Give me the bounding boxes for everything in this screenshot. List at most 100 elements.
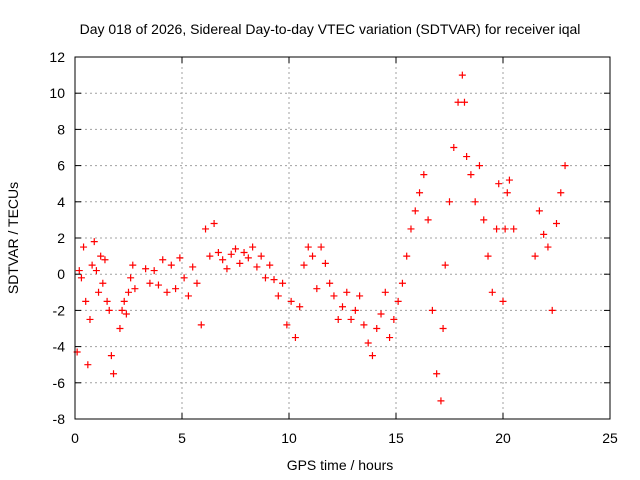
data-point (120, 297, 128, 305)
data-points (73, 71, 569, 405)
data-point (360, 321, 368, 329)
data-point (223, 265, 231, 273)
data-point (227, 250, 235, 258)
data-point (540, 230, 548, 238)
data-point (84, 361, 92, 369)
data-point (202, 225, 210, 233)
data-point (193, 279, 201, 287)
x-tick-label: 15 (388, 430, 404, 446)
y-axis-label: SDTVAR / TECUs (5, 182, 21, 294)
data-point (398, 279, 406, 287)
data-point (493, 225, 501, 233)
data-point (463, 153, 471, 161)
data-point (309, 252, 317, 260)
data-point (287, 297, 295, 305)
data-point (274, 292, 282, 300)
data-point (206, 252, 214, 260)
data-point (75, 267, 83, 275)
data-point (118, 306, 126, 314)
data-point (86, 315, 94, 323)
data-point (454, 98, 462, 106)
data-point (343, 288, 351, 296)
x-tick-label: 25 (602, 430, 618, 446)
data-point (116, 325, 124, 332)
x-tick-label: 10 (281, 430, 297, 446)
data-point (403, 252, 411, 260)
x-tick-label: 20 (495, 430, 511, 446)
data-point (266, 261, 274, 269)
data-point (416, 189, 424, 197)
y-tick-label: 4 (57, 194, 65, 210)
data-point (270, 276, 278, 284)
data-point (460, 98, 468, 106)
data-point (433, 370, 441, 378)
data-point (127, 274, 135, 282)
data-point (82, 297, 90, 305)
y-tick-label: -6 (53, 375, 66, 391)
data-point (495, 180, 503, 188)
data-point (99, 279, 107, 287)
data-point (107, 352, 115, 360)
data-point (105, 306, 113, 314)
y-tick-label: 12 (49, 49, 65, 65)
data-point (437, 397, 445, 405)
data-point (317, 243, 325, 251)
grid-lines (75, 57, 610, 419)
data-point (535, 207, 543, 215)
data-point (80, 243, 88, 251)
plot-frame (74, 56, 611, 420)
data-point (90, 238, 98, 246)
data-point (214, 248, 222, 256)
x-tick-label: 0 (71, 430, 79, 446)
data-point (377, 310, 385, 318)
data-point (356, 292, 364, 300)
data-point (103, 297, 111, 305)
data-point (373, 325, 381, 332)
data-point (197, 321, 205, 329)
data-point (557, 189, 565, 197)
data-point (441, 261, 449, 269)
data-point (510, 225, 518, 233)
data-point (77, 274, 85, 282)
data-point (184, 292, 192, 300)
data-point (364, 339, 372, 347)
data-point (131, 285, 139, 293)
data-point (439, 325, 447, 332)
y-tick-label: -2 (53, 302, 66, 318)
data-point (291, 334, 299, 342)
data-point (300, 261, 308, 269)
data-point (154, 281, 162, 289)
data-point (471, 198, 479, 206)
chart-title: Day 018 of 2026, Sidereal Day-to-day VTE… (80, 21, 581, 37)
data-point (97, 252, 105, 260)
data-point (283, 321, 291, 329)
data-point (407, 225, 415, 233)
data-point (253, 263, 261, 271)
data-point (411, 207, 419, 215)
data-point (428, 306, 436, 314)
data-point (475, 162, 483, 170)
data-point (95, 288, 103, 296)
data-point (321, 259, 329, 267)
data-point (257, 252, 265, 260)
data-point (501, 225, 509, 233)
data-point (92, 267, 100, 275)
data-point (163, 288, 171, 296)
x-axis-label: GPS time / hours (287, 457, 394, 473)
data-point (505, 176, 513, 184)
data-point (159, 256, 167, 264)
y-tick-label: -8 (53, 411, 66, 427)
data-point (279, 279, 287, 287)
data-point (446, 198, 453, 206)
data-point (296, 303, 304, 311)
y-tick-label: 0 (57, 266, 65, 282)
data-point (544, 243, 552, 251)
data-point (129, 261, 137, 269)
data-point (531, 252, 539, 260)
data-point (450, 144, 458, 151)
data-point (219, 256, 227, 264)
data-point (232, 245, 239, 253)
data-point (142, 265, 150, 273)
y-tick-label: -4 (53, 339, 66, 355)
